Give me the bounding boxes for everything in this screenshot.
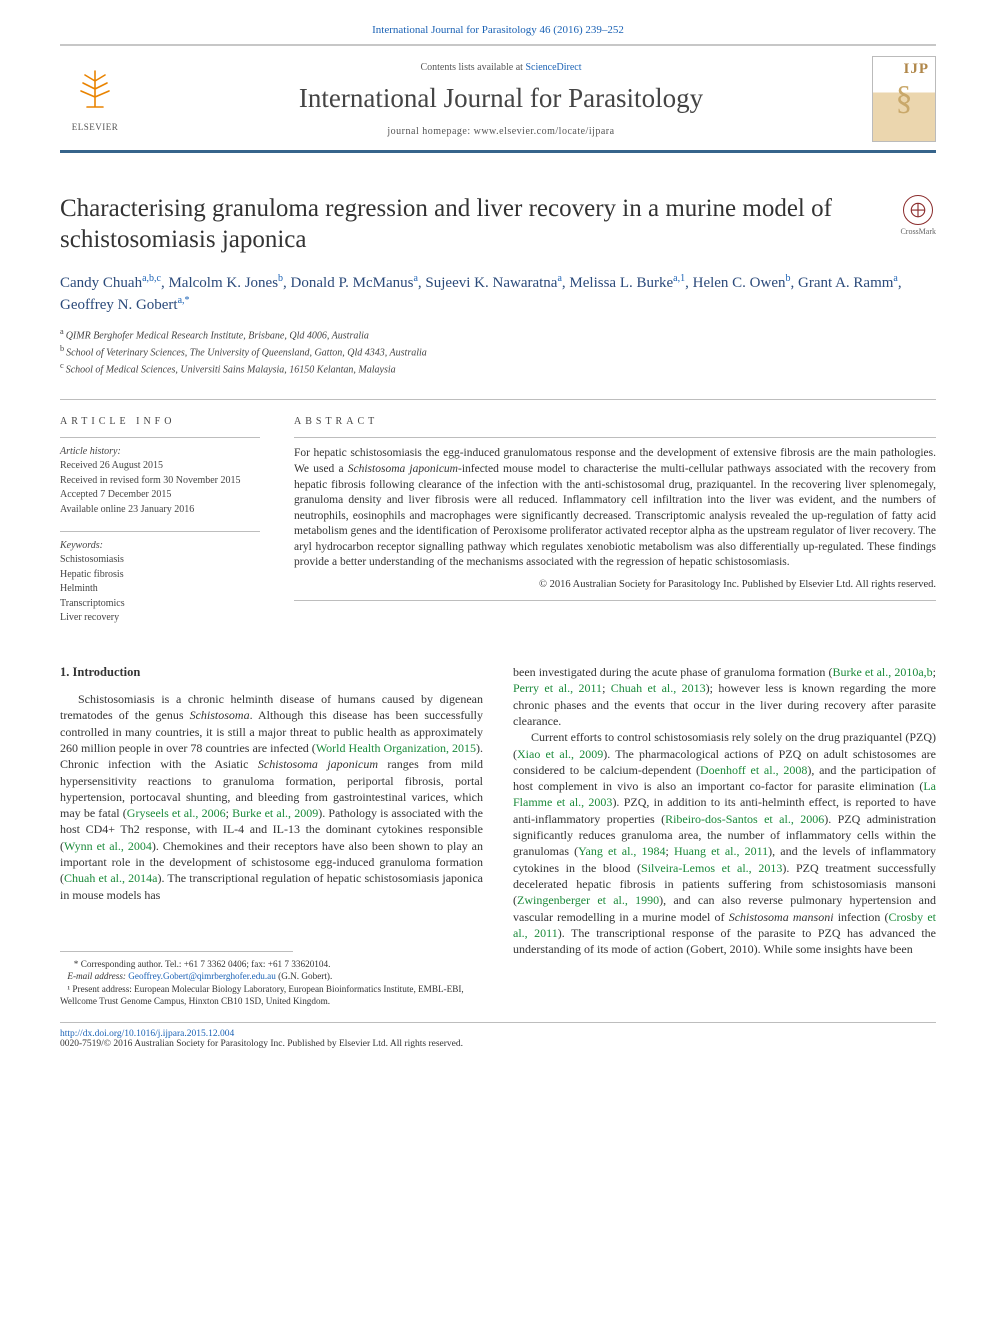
body-column-right: been investigated during the acute phase… <box>513 664 936 1008</box>
cover-abbrev: IJP <box>904 61 930 78</box>
divider <box>60 399 936 400</box>
present-address-note: ¹ Present address: European Molecular Bi… <box>60 983 483 1008</box>
cover-art-icon: § <box>896 84 913 115</box>
elsevier-logo: ELSEVIER <box>60 59 130 139</box>
crossmark-icon <box>903 195 933 225</box>
body-column-left: 1. Introduction Schistosomiasis is a chr… <box>60 664 483 1008</box>
intro-heading: 1. Introduction <box>60 664 483 681</box>
journal-citation: International Journal for Parasitology 4… <box>60 24 936 36</box>
corresponding-author-note: * Corresponding author. Tel.: +61 7 3362… <box>60 958 483 970</box>
body-para: Current efforts to control schistosomias… <box>513 729 936 957</box>
elsevier-tree-icon <box>75 67 115 120</box>
keywords-block: Keywords: SchistosomiasisHepatic fibrosi… <box>60 540 260 626</box>
footnote-divider <box>60 951 293 952</box>
abstract-text: For hepatic schistosomiasis the egg-indu… <box>294 446 936 570</box>
body-para: Schistosomiasis is a chronic helminth di… <box>60 691 483 903</box>
doi-link[interactable]: http://dx.doi.org/10.1016/j.ijpara.2015.… <box>60 1029 936 1039</box>
homepage-line: journal homepage: www.elsevier.com/locat… <box>148 126 854 137</box>
keywords-label: Keywords: <box>60 540 260 551</box>
journal-masthead: ELSEVIER Contents lists available at Sci… <box>60 44 936 153</box>
article-title: Characterising granuloma regression and … <box>60 193 882 256</box>
elsevier-name: ELSEVIER <box>72 122 119 132</box>
crossmark-badge[interactable]: CrossMark <box>900 195 936 236</box>
keywords-list: SchistosomiasisHepatic fibrosisHelminthT… <box>60 553 260 626</box>
journal-name: International Journal for Parasitology <box>148 83 854 114</box>
author-email-link[interactable]: Geoffrey.Gobert@qimrberghofer.edu.au <box>128 971 276 981</box>
author-list: Candy Chuaha,b,c, Malcolm K. Jonesb, Don… <box>60 272 936 316</box>
body-para: been investigated during the acute phase… <box>513 664 936 729</box>
crossmark-label: CrossMark <box>900 227 936 236</box>
masthead-center: Contents lists available at ScienceDirec… <box>148 62 854 137</box>
abstract: ABSTRACT For hepatic schistosomiasis the… <box>294 416 936 626</box>
info-heading: ARTICLE INFO <box>60 416 260 427</box>
issn-copyright: 0020-7519/© 2016 Australian Society for … <box>60 1039 936 1049</box>
contents-line: Contents lists available at ScienceDirec… <box>148 62 854 73</box>
page-footer: http://dx.doi.org/10.1016/j.ijpara.2015.… <box>60 1022 936 1049</box>
journal-cover-thumb: IJP § <box>872 56 936 142</box>
history-label: Article history: <box>60 446 260 457</box>
article-info: ARTICLE INFO Article history: Received 2… <box>60 416 260 626</box>
affiliations: aQIMR Berghofer Medical Research Institu… <box>60 326 936 378</box>
abstract-heading: ABSTRACT <box>294 416 936 427</box>
journal-homepage-link[interactable]: www.elsevier.com/locate/ijpara <box>474 126 615 137</box>
email-note: E-mail address: Geoffrey.Gobert@qimrberg… <box>60 970 483 982</box>
article-body: 1. Introduction Schistosomiasis is a chr… <box>60 664 936 1008</box>
history-dates: Received 26 August 2015Received in revis… <box>60 459 260 517</box>
sciencedirect-link[interactable]: ScienceDirect <box>525 62 581 73</box>
footnotes: * Corresponding author. Tel.: +61 7 3362… <box>60 958 483 1008</box>
abstract-copyright: © 2016 Australian Society for Parasitolo… <box>294 579 936 590</box>
